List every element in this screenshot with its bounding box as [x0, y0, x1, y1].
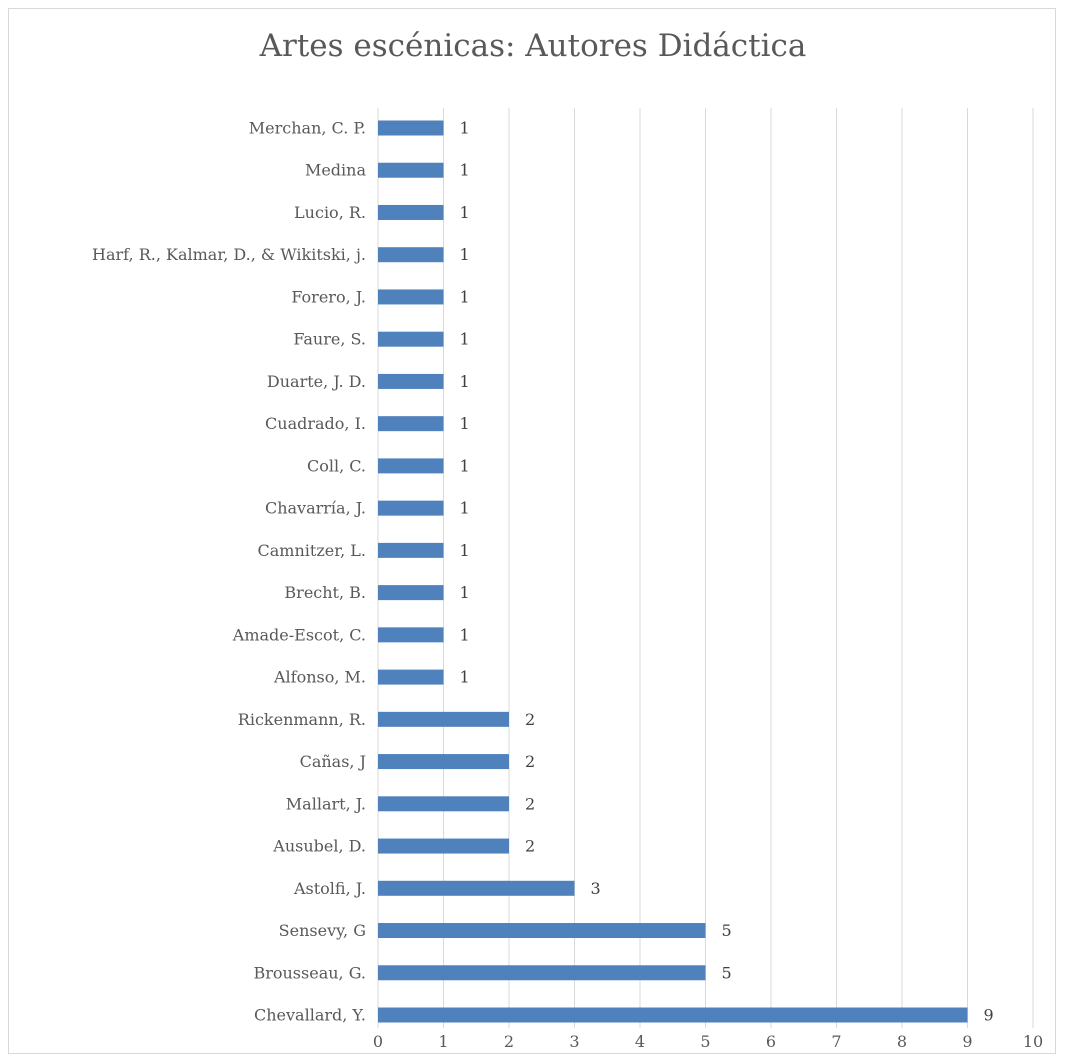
data-labels: 1 1 1 1 1 1 1 1 1 1 1 1 1 1 2 2 2 2 3 5 5 9: [460, 119, 994, 1025]
data-label: 1: [460, 456, 470, 475]
category-label: Brousseau, G.: [253, 963, 366, 982]
bar: [378, 669, 444, 685]
category-label: Chevallard, Y.: [254, 1006, 366, 1025]
bar: [378, 204, 444, 220]
x-tick-label: 0: [373, 1032, 383, 1051]
x-tick-label: 1: [438, 1032, 448, 1051]
bar: [378, 796, 509, 812]
category-label: Cañas, J: [300, 752, 366, 771]
data-label: 3: [591, 879, 601, 898]
data-label: 1: [460, 583, 470, 602]
bar: [378, 458, 444, 474]
category-label: Cuadrado, I.: [265, 414, 366, 433]
x-tick-label: 2: [504, 1032, 514, 1051]
bar: [378, 162, 444, 178]
category-label: Ausubel, D.: [272, 837, 366, 856]
data-label: 1: [460, 119, 470, 138]
bars: [378, 120, 968, 1023]
category-label: Duarte, J. D.: [267, 372, 366, 391]
x-tick-label: 6: [766, 1032, 776, 1051]
x-tick-label: 9: [962, 1032, 972, 1051]
bar: [378, 923, 706, 939]
category-label: Chavarría, J.: [265, 499, 366, 518]
data-label: 5: [722, 921, 732, 940]
category-label: Forero, J.: [291, 287, 366, 306]
bar: [378, 627, 444, 643]
data-label: 1: [460, 668, 470, 687]
bar: [378, 838, 509, 854]
category-label: Medina: [305, 161, 367, 180]
bar: [378, 416, 444, 432]
chart-title: Artes escénicas: Autores Didáctica: [259, 28, 807, 64]
category-label: Mallart, J.: [286, 794, 366, 813]
x-tick-label: 7: [831, 1032, 841, 1051]
category-label: Merchan, C. P.: [249, 119, 366, 138]
x-tick-label: 10: [1023, 1032, 1043, 1051]
bar: [378, 373, 444, 389]
chart-frame: [8, 8, 1056, 1054]
category-label: Rickenmann, R.: [238, 710, 366, 729]
data-label: 1: [460, 414, 470, 433]
category-label: Coll, C.: [307, 456, 366, 475]
data-label: 2: [525, 752, 535, 771]
x-tick-label: 4: [635, 1032, 645, 1051]
data-label: 9: [984, 1006, 994, 1025]
data-label: 1: [460, 161, 470, 180]
category-label: Sensevy, G: [279, 921, 366, 940]
bar: [378, 754, 509, 770]
bar: [378, 542, 444, 558]
data-label: 1: [460, 287, 470, 306]
x-tick-label: 5: [700, 1032, 710, 1051]
category-label: Astolfi, J.: [293, 879, 366, 898]
bar: [378, 1007, 968, 1023]
data-label: 2: [525, 794, 535, 813]
data-label: 1: [460, 203, 470, 222]
category-label: Faure, S.: [293, 330, 366, 349]
bar: [378, 331, 444, 347]
category-label: Alfonso, M.: [273, 668, 366, 687]
data-label: 1: [460, 330, 470, 349]
data-label: 5: [722, 963, 732, 982]
category-label: Lucio, R.: [294, 203, 366, 222]
x-axis-ticks: 0 1 2 3 4 5 6 7 8 9 10: [373, 1032, 1043, 1051]
bar: [378, 289, 444, 305]
data-label: 1: [460, 625, 470, 644]
bar: [378, 880, 575, 896]
x-tick-label: 8: [897, 1032, 907, 1051]
gridlines: [377, 108, 1034, 1028]
category-labels: Merchan, C. P. Medina Lucio, R. Harf, R., K…: [92, 119, 366, 1025]
data-label: 1: [460, 541, 470, 560]
category-label: Brecht, B.: [284, 583, 366, 602]
data-label: 1: [460, 245, 470, 264]
data-label: 1: [460, 499, 470, 518]
category-label: Amade-Escot, C.: [232, 625, 366, 644]
category-label: Camnitzer, L.: [258, 541, 366, 560]
bar: [378, 247, 444, 263]
bar: [378, 585, 444, 601]
bar: [378, 120, 444, 136]
bar: [378, 965, 706, 981]
bar: [378, 500, 444, 516]
data-label: 2: [525, 837, 535, 856]
data-label: 2: [525, 710, 535, 729]
bar: [378, 711, 509, 727]
category-label: Harf, R., Kalmar, D., & Wikitski, j.: [92, 245, 366, 264]
x-tick-label: 3: [569, 1032, 579, 1051]
data-label: 1: [460, 372, 470, 391]
